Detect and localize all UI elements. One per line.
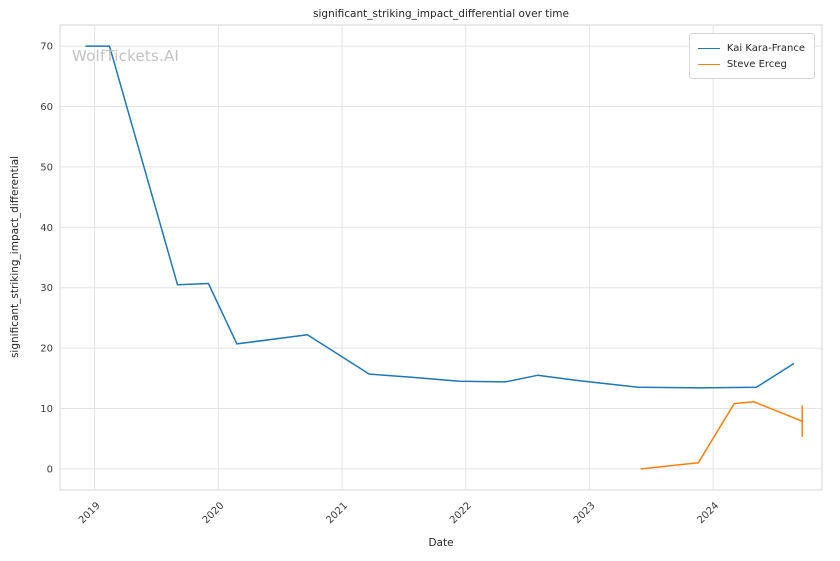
y-tick-label: 0 bbox=[47, 464, 53, 475]
chart-title: significant_striking_impact_differential… bbox=[313, 8, 569, 20]
legend-item-steve: Steve Erceg bbox=[697, 56, 805, 72]
x-tick-label: 2023 bbox=[572, 500, 598, 526]
x-tick-label: 2024 bbox=[695, 500, 721, 526]
legend-line-swatch-blue bbox=[697, 47, 720, 49]
x-tick-label: 2020 bbox=[201, 500, 227, 526]
series-line bbox=[85, 45, 795, 389]
y-tick-label: 50 bbox=[40, 162, 53, 173]
legend-item-kai: Kai Kara-France bbox=[697, 40, 805, 56]
y-tick-label: 40 bbox=[40, 223, 53, 234]
y-tick-label: 60 bbox=[40, 102, 53, 113]
x-tick-label: 2019 bbox=[77, 500, 103, 526]
watermark: WolfTickets.AI bbox=[72, 47, 180, 65]
y-tick-label: 20 bbox=[40, 344, 53, 355]
y-axis-label: significant_striking_impact_differential bbox=[9, 155, 21, 359]
axes-frame bbox=[59, 24, 823, 491]
series-line bbox=[640, 401, 803, 470]
x-tick-label: 2022 bbox=[448, 500, 474, 526]
legend-label-kai: Kai Kara-France bbox=[726, 42, 805, 54]
y-tick-label: 30 bbox=[40, 283, 53, 294]
x-axis-label: Date bbox=[428, 537, 454, 549]
legend-line-swatch-orange bbox=[697, 63, 720, 65]
x-tick-label: 2021 bbox=[324, 500, 350, 526]
legend-label-steve: Steve Erceg bbox=[726, 58, 787, 70]
y-tick-label: 10 bbox=[40, 404, 53, 415]
legend: Kai Kara-France Steve Erceg bbox=[688, 33, 815, 79]
y-tick-label: 70 bbox=[40, 42, 53, 53]
